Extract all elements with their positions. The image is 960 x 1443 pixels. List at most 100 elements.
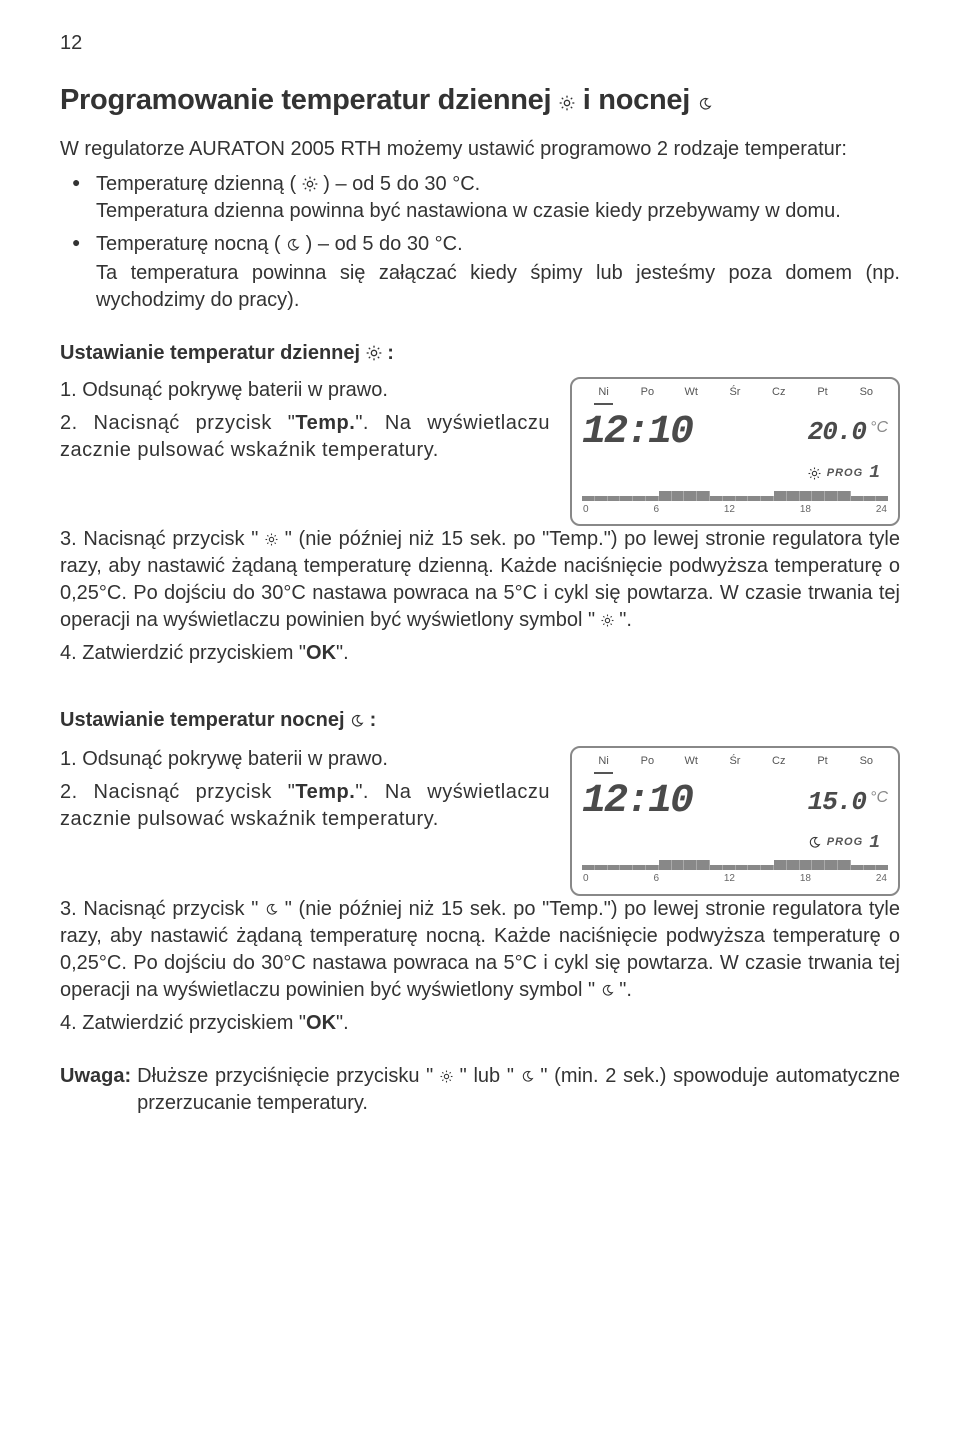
bullet-text: Temperaturę dzienną ( (96, 173, 302, 195)
lcd-night-col: NiPoWtŚrCzPtSo12:1015.0°CPROG106121824 (570, 746, 900, 895)
bullet-text: Temperaturę nocną ( (96, 233, 286, 255)
lcd-bar (582, 491, 888, 501)
lcd-bar-seg (582, 496, 595, 501)
lcd-bar-seg (595, 865, 608, 870)
bullet-desc: Ta temperatura powinna się załączać kied… (96, 260, 900, 314)
moon-icon (698, 83, 712, 122)
title-text-2: i nocnej (575, 84, 698, 116)
sun-icon (440, 1065, 453, 1087)
step-text: ". (614, 979, 632, 1001)
heading-text: : (382, 342, 394, 364)
note-label: Uwaga: (60, 1063, 131, 1117)
step-text: 2. Nacisnąć przycisk " (60, 781, 295, 803)
lcd-bar-seg (761, 496, 774, 501)
lcd-row2: PROG1 (582, 829, 888, 856)
lcd-bar-seg (646, 496, 659, 501)
sun-icon (265, 528, 278, 550)
lcd-bar-seg (825, 491, 838, 501)
lcd-bar-seg (620, 496, 633, 501)
step-2: 2. Nacisnąć przycisk "Temp.". Na wyświet… (60, 779, 550, 833)
lcd-bar-seg (582, 865, 595, 870)
sun-icon (601, 609, 614, 631)
lcd-bar-seg (812, 860, 825, 870)
lcd-hour-label: 12 (724, 503, 735, 517)
moon-icon (286, 233, 300, 260)
moon-icon (808, 829, 821, 856)
lcd-celsius: °C (870, 787, 888, 809)
lcd-day-label: So (847, 754, 886, 769)
lcd-temp-value: 20.0 (808, 415, 866, 450)
lcd-day-label: Cz (759, 754, 798, 769)
lcd-bar-seg (697, 860, 710, 870)
lcd-bar-seg (672, 860, 685, 870)
lcd-bar-seg (710, 496, 723, 501)
lcd-bar (582, 860, 888, 870)
lcd-day-label: Śr (715, 385, 754, 400)
lcd-hours: 06121824 (582, 872, 888, 886)
lcd-bar-seg (800, 491, 813, 501)
section-heading-night: Ustawianie temperatur nocnej : (60, 707, 900, 736)
lcd-bar-seg (697, 491, 710, 501)
page-number: 12 (60, 30, 900, 57)
heading-text: Ustawianie temperatur dziennej (60, 342, 366, 364)
lcd-bar-seg (710, 865, 723, 870)
lcd-hour-label: 24 (876, 872, 887, 886)
lcd-day-label: Ni (584, 754, 623, 769)
lcd-hour-label: 6 (653, 872, 659, 886)
steps-day-col: 1. Odsunąć pokrywę baterii w prawo. 2. N… (60, 377, 550, 470)
lcd-bar-seg (876, 496, 888, 501)
sun-icon (559, 83, 575, 99)
lcd-temp-block: 20.0°C (808, 415, 888, 450)
lcd-bar-seg (620, 865, 633, 870)
lcd-bar-seg (736, 496, 749, 501)
step-1: 1. Odsunąć pokrywę baterii w prawo. (60, 746, 550, 773)
lcd-bar-seg (864, 496, 877, 501)
lcd-prog-label: PROG (827, 835, 863, 850)
step-text: 3. Nacisnąć przycisk " (60, 528, 265, 550)
bullet-list: Temperaturę dzienną ( ) – od 5 do 30 °C.… (60, 171, 900, 314)
lcd-day-label: Śr (715, 754, 754, 769)
lcd-temp-value: 15.0 (808, 785, 866, 820)
lcd-bar-seg (800, 860, 813, 870)
bullet-text: ) – od 5 do 30 °C. (300, 233, 463, 255)
ok-label: OK (306, 1012, 336, 1034)
moon-icon (350, 709, 364, 736)
lcd-day-col: NiPoWtŚrCzPtSo12:1020.0°CPROG106121824 (570, 377, 900, 526)
lcd-display-day: NiPoWtŚrCzPtSo12:1020.0°CPROG106121824 (570, 377, 900, 526)
lcd-bar-seg (774, 491, 787, 501)
lcd-celsius: °C (870, 417, 888, 439)
note-text: " lub " (453, 1065, 521, 1087)
lcd-bar-seg (748, 496, 761, 501)
page-title: Programowanie temperatur dziennej i nocn… (60, 81, 900, 122)
lcd-prog-num: 1 (869, 461, 880, 485)
lcd-bar-seg (723, 496, 736, 501)
lcd-day-label: Cz (759, 385, 798, 400)
sun-icon (366, 342, 382, 358)
lcd-hour-label: 12 (724, 872, 735, 886)
temp-label: Temp. (295, 412, 355, 434)
lcd-bar-seg (851, 496, 864, 501)
step-3: 3. Nacisnąć przycisk " " (nie później ni… (60, 896, 900, 1004)
lcd-day-label: Wt (672, 754, 711, 769)
lcd-row2: PROG1 (582, 460, 888, 487)
lcd-bar-seg (787, 860, 800, 870)
lcd-bar-seg (595, 496, 608, 501)
lcd-bar-seg (736, 865, 749, 870)
lcd-hour-label: 18 (800, 503, 811, 517)
note-text: Dłuższe przyciśnięcie przycisku " (137, 1065, 440, 1087)
step-3: 3. Nacisnąć przycisk " " (nie później ni… (60, 526, 900, 634)
lcd-bar-seg (838, 860, 851, 870)
sun-icon (808, 460, 821, 487)
lcd-hour-label: 24 (876, 503, 887, 517)
lcd-hours: 06121824 (582, 503, 888, 517)
lcd-bar-seg (684, 860, 697, 870)
steps-night-col: 1. Odsunąć pokrywę baterii w prawo. 2. N… (60, 746, 550, 839)
step-text: ". (336, 642, 349, 664)
lcd-time: 12:10 (582, 406, 692, 460)
moon-icon (265, 898, 278, 920)
lcd-bar-seg (761, 865, 774, 870)
bullet-desc: Temperatura dzienna powinna być nastawio… (96, 198, 900, 225)
moon-icon (601, 979, 614, 1001)
step-text: 2. Nacisnąć przycisk " (60, 412, 295, 434)
section-heading-day: Ustawianie temperatur dziennej : (60, 340, 900, 367)
